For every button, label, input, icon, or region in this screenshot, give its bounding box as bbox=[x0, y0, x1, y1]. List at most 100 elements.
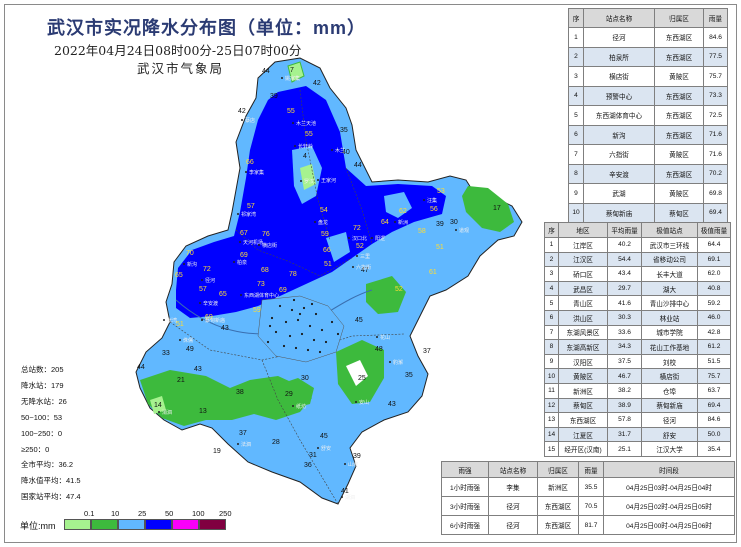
place-name: 安山 bbox=[359, 399, 369, 406]
station-dot bbox=[201, 279, 203, 281]
table-cell: 径河 bbox=[488, 515, 538, 535]
place-name: 罗汉 bbox=[304, 178, 314, 185]
place-name: 消泗 bbox=[162, 409, 172, 416]
table-cell: 6小时雨强 bbox=[441, 515, 489, 535]
table-cell: 新洲区 bbox=[537, 477, 579, 497]
table-cell: 04月25日03时-04月25日04时 bbox=[603, 477, 735, 497]
station-value: 57 bbox=[199, 286, 207, 293]
table-row: 6 洪山区 30.3 林业站 46.0 bbox=[544, 309, 731, 326]
station-value: 35 bbox=[405, 372, 413, 379]
place-name: 张湾 bbox=[167, 317, 177, 324]
station-dot bbox=[324, 340, 328, 344]
stat-range-100-250: 100~250：0 bbox=[21, 428, 63, 438]
table-cell: 29.7 bbox=[607, 280, 642, 297]
table-cell: 东湖高新区 bbox=[558, 339, 608, 355]
station-value: 29 bbox=[285, 391, 293, 398]
place-name: 豹澥 bbox=[393, 359, 403, 366]
table-cell: 54.4 bbox=[607, 251, 642, 268]
station-value: 44 bbox=[262, 68, 270, 75]
station-dot bbox=[296, 318, 300, 322]
place-name: 法泗 bbox=[241, 441, 251, 448]
table-cell: 东西湖区 bbox=[558, 412, 608, 428]
station-value: 51 bbox=[324, 261, 332, 268]
table-cell: 71.6 bbox=[703, 124, 728, 145]
heavy-rain-area bbox=[176, 86, 446, 318]
column-header: 极值站点 bbox=[641, 222, 698, 238]
station-dot bbox=[270, 316, 274, 320]
station-dot bbox=[274, 330, 278, 334]
legend-swatch bbox=[199, 519, 226, 530]
table-row: 5 青山区 41.6 青山沙排中心 59.2 bbox=[544, 295, 731, 311]
district-stats-table: 序地区 平均雨量 极值站点 极值雨量 1 江岸区 40.2 武汉市三环线 64.4 2 江汉区 54.… bbox=[544, 222, 731, 457]
station-dot bbox=[294, 145, 296, 147]
station-value: 43 bbox=[388, 401, 396, 408]
legend-swatch bbox=[172, 519, 199, 530]
table-cell: 9 bbox=[544, 353, 559, 370]
station-dot bbox=[201, 319, 203, 321]
table-cell: 11 bbox=[544, 382, 559, 399]
table-cell: 9 bbox=[568, 183, 584, 204]
station-value: 28 bbox=[272, 439, 280, 446]
table-cell: 城市学院 bbox=[641, 324, 698, 341]
station-dot bbox=[310, 302, 314, 306]
place-name: 辛安渡 bbox=[203, 300, 218, 307]
station-dot bbox=[284, 320, 288, 324]
station-dot bbox=[344, 463, 346, 465]
station-value: 45 bbox=[355, 317, 363, 324]
station-dot bbox=[292, 405, 294, 407]
legend-tick: 100 bbox=[192, 509, 205, 518]
place-name: 汉口北 bbox=[352, 235, 367, 242]
table-cell: 77.5 bbox=[703, 46, 728, 67]
table-cell: 东西湖区 bbox=[537, 496, 579, 516]
station-dot bbox=[239, 241, 241, 243]
table-cell: 61.2 bbox=[697, 339, 731, 355]
table-cell: 洪山区 bbox=[558, 309, 608, 326]
table-cell: 5 bbox=[544, 295, 559, 311]
table-cell: 林业站 bbox=[641, 309, 698, 326]
table-cell: 69.4 bbox=[703, 202, 728, 223]
table-cell: 4 bbox=[544, 280, 559, 297]
table-row: 6 新沟 东西湖区 71.6 bbox=[568, 124, 728, 145]
stat-city-avg: 全市平均：36.2 bbox=[21, 460, 74, 470]
station-value: 41 bbox=[341, 488, 349, 495]
place-name: 三里 bbox=[360, 254, 370, 260]
table-cell: 东西湖区 bbox=[537, 515, 579, 535]
column-header: 时间段 bbox=[603, 461, 735, 478]
station-value: 17 bbox=[493, 205, 501, 212]
station-dot bbox=[355, 401, 357, 403]
station-dot bbox=[306, 348, 310, 352]
station-dot bbox=[376, 336, 378, 338]
table-cell: 径河 bbox=[583, 27, 655, 48]
table-cell: 蔡甸新庙 bbox=[641, 397, 698, 414]
legend-swatch bbox=[118, 519, 145, 530]
station-value: 19 bbox=[213, 448, 221, 455]
table-header-row: 序地区 平均雨量 极值站点 极值雨量 bbox=[544, 222, 731, 238]
station-value: 30 bbox=[301, 375, 309, 382]
stat-no-rain-stations: 无降水站：26 bbox=[21, 396, 67, 406]
moderate-green-area bbox=[280, 378, 314, 408]
station-value: 61 bbox=[429, 269, 437, 276]
table-cell: 10 bbox=[544, 368, 559, 384]
station-value: 69 bbox=[205, 314, 213, 321]
station-dot bbox=[292, 298, 296, 302]
station-dot bbox=[348, 237, 350, 239]
column-header: 雨量 bbox=[578, 461, 604, 478]
column-header: 地区 bbox=[558, 222, 608, 238]
station-value: 37 bbox=[239, 430, 247, 437]
moderate-green-area bbox=[366, 276, 406, 314]
place-name: 花山 bbox=[380, 334, 390, 341]
station-value: 38 bbox=[236, 389, 244, 396]
place-name: 六指街 bbox=[356, 264, 371, 271]
table-cell: 57.8 bbox=[607, 412, 642, 428]
table-cell: 71.6 bbox=[703, 144, 728, 165]
place-name: 湖泗 bbox=[345, 494, 355, 501]
station-dot bbox=[268, 324, 272, 328]
station-dot bbox=[394, 221, 396, 223]
table-cell: 径河 bbox=[641, 412, 698, 428]
moderate-green-area bbox=[462, 186, 514, 232]
station-dot bbox=[294, 346, 298, 350]
station-value: 51 bbox=[436, 244, 444, 251]
column-header: 序 bbox=[544, 222, 559, 238]
